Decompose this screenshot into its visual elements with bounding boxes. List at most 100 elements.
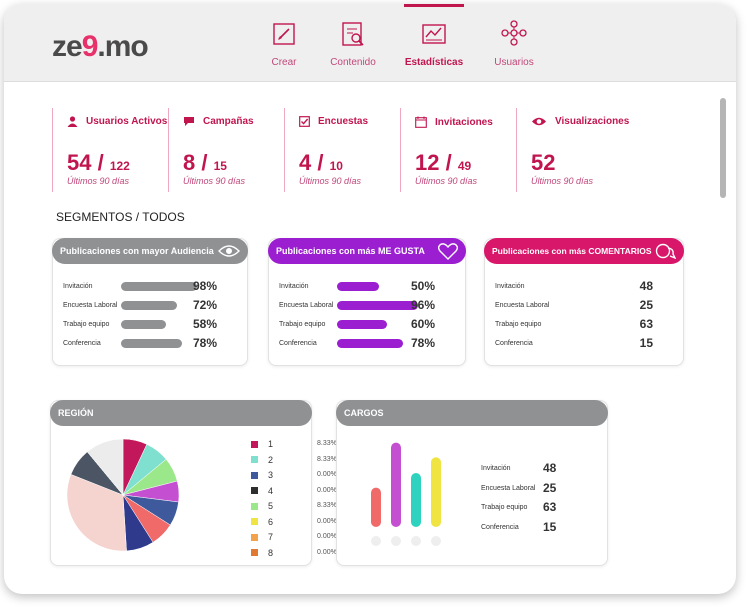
bar-base-dot	[371, 536, 381, 546]
active-tab-indicator	[404, 4, 464, 7]
legend-label: 8	[268, 547, 274, 558]
row-label: Invitación	[495, 282, 525, 290]
nav-usuarios[interactable]: Usuarios	[492, 4, 536, 82]
stat-visualizaciones: Visualizaciones 52 Últimos 90 días	[516, 108, 646, 192]
stat-value: 8 / 15	[183, 150, 227, 175]
stat-period: Últimos 90 días	[183, 176, 246, 186]
nav-crear[interactable]: Crear	[264, 4, 304, 82]
cargo-bar	[431, 457, 441, 527]
card-title: Publicaciones con más ME GUSTA	[276, 246, 425, 256]
user-icon	[67, 116, 78, 127]
cargos-card: CARGOS Invitación 48 Encuesta Laboral 25 Tra…	[336, 400, 608, 566]
card-title: REGIÓN	[58, 408, 94, 418]
row-value: 25	[543, 480, 557, 495]
legend-percent: 8.33%	[317, 440, 337, 447]
comments-card-header: Publicaciones con más COMENTARIOS	[484, 238, 684, 264]
row-label: Conferencia	[481, 523, 519, 531]
stat-header: Encuestas	[299, 116, 368, 127]
stats-chart-icon	[422, 24, 446, 44]
progress-bar	[121, 281, 198, 291]
legend-percent: 0.00%	[317, 517, 337, 525]
progress-bar	[337, 300, 418, 310]
zeemo-logo[interactable]: ze9.mo	[52, 30, 149, 63]
nav-contenido[interactable]: Contenido	[328, 4, 378, 82]
likes-card: Publicaciones con más ME GUSTA Invitació…	[268, 238, 466, 366]
progress-bar	[121, 338, 182, 348]
legend-swatch	[251, 502, 258, 510]
stat-value: 12 / 49	[415, 150, 472, 175]
top-navigation-bar: ze9.mo Crear Contenido Estadísticas Usua…	[4, 4, 736, 82]
calendar-icon	[415, 116, 427, 128]
row-label: Invitación	[279, 282, 309, 290]
stat-value: 52	[531, 150, 556, 175]
row-value: 58%	[192, 317, 217, 331]
row-value: 72%	[192, 298, 217, 312]
progress-bar	[121, 319, 167, 329]
progress-bar	[337, 338, 403, 348]
app-window: ze9.mo Crear Contenido Estadísticas Usua…	[4, 4, 736, 594]
row-value: 63	[639, 317, 653, 331]
row-label: Encuesta Laboral	[279, 301, 334, 309]
segments-title: SEGMENTOS / TODOS	[56, 210, 185, 224]
legend-percent: 0.00%	[317, 548, 337, 556]
bar-base-dot	[391, 536, 401, 546]
row-value: 60%	[410, 317, 435, 331]
edit-icon	[273, 23, 295, 45]
stat-row: Conferencia 78%	[279, 336, 455, 350]
row-value: 78%	[410, 336, 435, 350]
vertical-scrollbar[interactable]	[720, 98, 726, 198]
row-value: 96%	[410, 298, 435, 312]
audience-card: Publicaciones con mayor Audiencia Invita…	[52, 238, 248, 366]
row-label: Conferencia	[63, 339, 101, 347]
legend-percent: 0.00%	[317, 471, 337, 478]
users-network-icon	[501, 20, 527, 46]
nav-estadisticas[interactable]: Estadísticas	[404, 4, 464, 82]
row-value: 48	[543, 461, 557, 475]
pie-slice	[66, 474, 127, 552]
stat-value: 54 / 122	[67, 150, 130, 175]
stat-value: 4 / 10	[299, 150, 343, 175]
region-pie-chart	[66, 438, 180, 552]
row-value: 98%	[192, 279, 217, 293]
row-value: 78%	[192, 336, 217, 350]
stat-row: Trabajo equipo 60%	[279, 317, 455, 331]
bar-base-dot	[431, 536, 441, 546]
legend-percent: 0.00%	[317, 486, 337, 494]
row-label: Encuesta Laboral	[495, 301, 550, 309]
stat-row: Trabajo equipo 63	[495, 317, 673, 331]
legend-swatch	[251, 440, 258, 448]
nav-label: Contenido	[330, 57, 376, 68]
progress-bar	[121, 300, 178, 310]
legend-item: 4	[251, 486, 273, 496]
card-title: Publicaciones con más COMENTARIOS	[492, 246, 652, 256]
chat-icon	[184, 117, 194, 126]
row-value: 15	[543, 519, 557, 534]
legend-swatch	[251, 549, 258, 556]
audience-card-header: Publicaciones con mayor Audiencia	[52, 238, 248, 264]
legend-swatch	[251, 487, 258, 494]
stat-campanas: Campañas 8 / 15 Últimos 90 días	[168, 108, 284, 192]
legend-label: 4	[268, 485, 274, 496]
cargo-bar	[391, 442, 401, 527]
stat-row: Invitación 98%	[63, 279, 237, 293]
stat-row: Invitación 48	[495, 279, 673, 293]
legend-percent: 8.33%	[317, 455, 337, 463]
row-label: Trabajo equipo	[279, 320, 326, 328]
eye-icon	[218, 245, 240, 257]
stat-row: Conferencia 78%	[63, 336, 237, 350]
legend-label: 2	[268, 454, 274, 465]
stat-period: Últimos 90 días	[415, 176, 478, 186]
cargo-bar	[371, 487, 381, 527]
legend-label: 7	[268, 532, 274, 542]
stat-invitaciones: Invitaciones 12 / 49 Últimos 90 días	[400, 108, 516, 192]
likes-card-header: Publicaciones con más ME GUSTA	[268, 238, 466, 264]
legend-item: 8	[251, 548, 273, 558]
stat-header: Visualizaciones	[531, 116, 629, 127]
cargo-bar	[411, 473, 421, 527]
row-value: 48	[639, 279, 653, 293]
row-value: 15	[639, 336, 653, 350]
stat-row: Encuesta Laboral 25	[495, 298, 673, 312]
legend-label: 1	[268, 439, 274, 449]
cargo-row: Invitación 48	[481, 461, 556, 475]
cargo-row: Trabajo equipo 63	[481, 500, 556, 514]
